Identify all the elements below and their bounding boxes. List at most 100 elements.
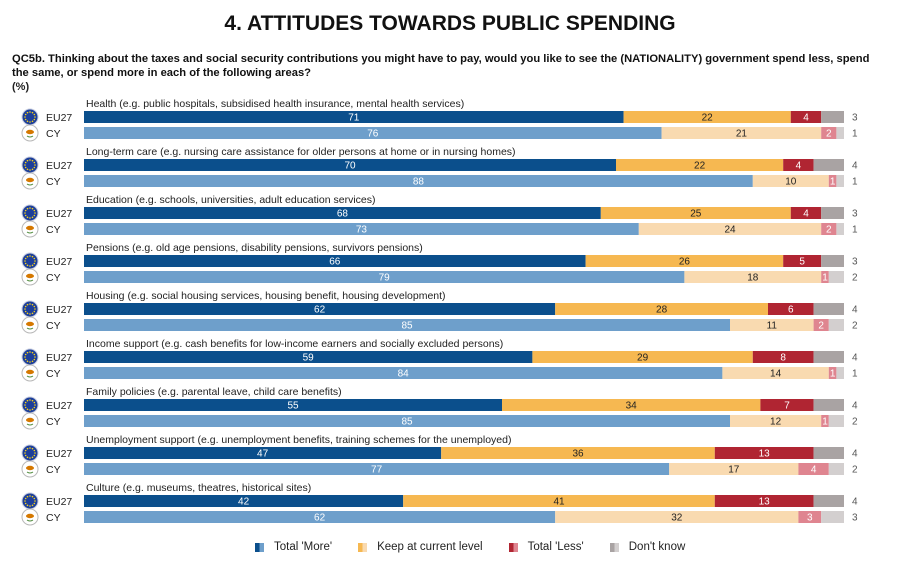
eu-flag-star bbox=[26, 351, 29, 354]
row-label-cy: CY bbox=[46, 512, 61, 524]
eu-flag-star bbox=[31, 255, 34, 258]
bar-dontknow bbox=[813, 399, 844, 411]
eu-flag-star bbox=[31, 399, 34, 402]
bar-less bbox=[813, 319, 829, 331]
bar-less bbox=[821, 127, 837, 139]
data-label-more: 85 bbox=[401, 417, 413, 428]
eu-flag-star bbox=[24, 166, 27, 169]
bar-less bbox=[828, 367, 837, 379]
eu-flag-star bbox=[26, 111, 29, 114]
bar-less bbox=[798, 463, 829, 475]
cy-flag-island bbox=[26, 129, 34, 135]
data-label-keep: 32 bbox=[671, 513, 683, 524]
eu-flag-star bbox=[26, 168, 29, 171]
bar-keep bbox=[638, 223, 822, 235]
data-label-less: 4 bbox=[811, 465, 817, 476]
bar-less bbox=[828, 175, 837, 187]
eu-flag-star bbox=[26, 216, 29, 219]
bar-less bbox=[821, 223, 837, 235]
legend-label-keep: Keep at current level bbox=[377, 541, 483, 553]
bar-more bbox=[84, 159, 616, 171]
eu-flag-star bbox=[24, 401, 27, 404]
category-label: Long-term care (e.g. nursing care assist… bbox=[86, 146, 516, 158]
data-label-dontknow: 4 bbox=[852, 497, 858, 508]
bar-dontknow bbox=[836, 127, 844, 139]
bar-more bbox=[84, 367, 723, 379]
bar-dontknow bbox=[813, 303, 844, 315]
data-label-less: 2 bbox=[818, 321, 824, 332]
row-label-cy: CY bbox=[46, 272, 61, 284]
legend-item-less: Total 'Less' bbox=[508, 541, 584, 553]
eu-flag-star bbox=[33, 214, 36, 217]
bar-more bbox=[84, 415, 730, 427]
data-label-more: 77 bbox=[371, 465, 383, 476]
eu-flag-star bbox=[31, 168, 34, 171]
eu-flag-star bbox=[24, 257, 27, 260]
eu-flag-star bbox=[34, 164, 36, 166]
data-label-less: 1 bbox=[830, 369, 836, 380]
chart-legend: Total 'More' Keep at current level Total… bbox=[255, 541, 711, 553]
eu-flag-star bbox=[26, 456, 29, 459]
eu-flag-star bbox=[24, 262, 27, 265]
eu-flag-star bbox=[24, 358, 27, 361]
eu-flag-star bbox=[26, 447, 29, 450]
bar-keep bbox=[555, 511, 799, 523]
data-label-dontknow: 4 bbox=[852, 305, 858, 316]
data-label-dontknow: 3 bbox=[852, 257, 858, 268]
category-label: Pensions (e.g. old age pensions, disabil… bbox=[86, 242, 423, 254]
data-label-keep: 22 bbox=[694, 161, 706, 172]
cy-flag-island bbox=[26, 177, 34, 183]
row-label-cy: CY bbox=[46, 176, 61, 188]
data-label-dontknow: 3 bbox=[852, 513, 858, 524]
bar-dontknow bbox=[813, 495, 844, 507]
data-label-less: 5 bbox=[799, 257, 805, 268]
eu-flag-star bbox=[33, 406, 36, 409]
row-label-eu27: EU27 bbox=[46, 304, 72, 316]
data-label-more: 71 bbox=[348, 113, 360, 124]
bar-dontknow bbox=[821, 207, 844, 219]
data-label-keep: 29 bbox=[637, 353, 649, 364]
eu-flag-star bbox=[34, 500, 36, 502]
eu-flag-star bbox=[33, 358, 36, 361]
data-label-keep: 26 bbox=[679, 257, 691, 268]
row-label-cy: CY bbox=[46, 224, 61, 236]
category-label: Culture (e.g. museums, theatres, histori… bbox=[86, 482, 311, 494]
data-label-less: 4 bbox=[803, 113, 809, 124]
eu-flag-star bbox=[26, 264, 29, 267]
data-label-dontknow: 4 bbox=[852, 161, 858, 172]
eu-flag-star bbox=[26, 120, 29, 123]
bar-dontknow bbox=[813, 159, 844, 171]
row-label-cy: CY bbox=[46, 128, 61, 140]
legend-label-more: Total 'More' bbox=[274, 541, 333, 553]
eu-flag-star bbox=[24, 118, 27, 121]
eu-flag-star bbox=[26, 360, 29, 363]
data-label-more: 85 bbox=[401, 321, 413, 332]
eu-flag-star bbox=[24, 449, 27, 452]
eu-flag-star bbox=[34, 356, 36, 358]
bar-more bbox=[84, 319, 730, 331]
data-label-keep: 18 bbox=[747, 273, 759, 284]
eu-flag-star bbox=[24, 500, 26, 502]
bar-keep bbox=[623, 111, 791, 123]
cy-flag-branches bbox=[26, 279, 34, 282]
bar-dontknow bbox=[821, 255, 844, 267]
eu-flag-star bbox=[31, 456, 34, 459]
data-label-keep: 24 bbox=[724, 225, 736, 236]
data-label-keep: 21 bbox=[736, 129, 748, 140]
bar-keep bbox=[730, 319, 814, 331]
eu-flag-star bbox=[31, 447, 34, 450]
eu-flag-star bbox=[29, 457, 31, 459]
bar-less bbox=[714, 447, 814, 459]
data-label-more: 88 bbox=[413, 177, 425, 188]
bar-keep bbox=[532, 351, 753, 363]
bar-keep bbox=[616, 159, 784, 171]
legend-swatch-dontknow bbox=[609, 542, 619, 552]
bar-keep bbox=[600, 207, 791, 219]
category-label: Housing (e.g. social housing services, h… bbox=[86, 290, 446, 302]
data-label-less: 3 bbox=[807, 513, 813, 524]
eu-flag-star bbox=[29, 399, 31, 401]
legend-swatch-less bbox=[508, 542, 518, 552]
cy-flag-branches bbox=[26, 519, 34, 522]
data-label-dontknow: 3 bbox=[852, 209, 858, 220]
category-label: Income support (e.g. cash benefits for l… bbox=[86, 338, 503, 350]
